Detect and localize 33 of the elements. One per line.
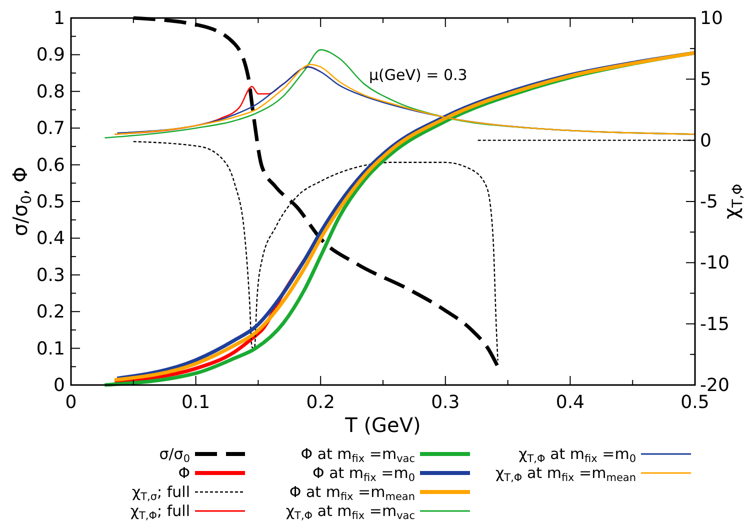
y2-tick-label: 5 — [700, 69, 712, 90]
y2-tick-label: -10 — [700, 252, 730, 274]
y-tick-label: 1 — [54, 8, 65, 29]
legend-label: χ$_{T,Φ}$ at m$_{fix}$ =m$_{vac}$ — [286, 502, 416, 522]
y-tick-label: 0.5 — [36, 192, 65, 212]
legend-label: Φ — [178, 464, 190, 482]
legend-label: χ$_{T,σ}$; full — [132, 483, 190, 503]
x-tick-label: 0.3 — [431, 392, 460, 413]
legend-label: σ/σ$_{0}$ — [159, 445, 190, 465]
y-tick-label: 0 — [54, 375, 65, 396]
x-tick-label: 0.4 — [556, 392, 585, 413]
legend-label: χ$_{T,Φ}$; full — [130, 502, 190, 522]
y-tick-label: 0.9 — [36, 44, 65, 66]
y2-tick-label: -5 — [700, 192, 718, 212]
y2-tick-label: 10 — [700, 8, 723, 29]
legend-label: Φ at m$_{fix}$ =m$_{0}$ — [312, 464, 415, 484]
y-tick-label: 0.8 — [36, 81, 65, 102]
legend-label: Φ at m$_{fix}$ =m$_{mean}$ — [289, 483, 415, 503]
x-axis-title: T (GeV) — [344, 413, 421, 437]
legend-label: χ$_{T,Φ}$ at m$_{fix}$ =m$_{0}$ — [518, 445, 636, 465]
y-tick-label: 0.1 — [36, 338, 65, 360]
y-tick-label: 0.4 — [36, 228, 65, 250]
y-tick-label: 0.3 — [36, 264, 65, 286]
x-tick-label: 0.1 — [181, 392, 210, 413]
legend-label: Φ at m$_{fix}$ =m$_{vac}$ — [300, 445, 416, 465]
y2-tick-label: 0 — [700, 130, 712, 152]
y2-tick-label: -15 — [700, 314, 730, 335]
legend-label: χ$_{T,Φ}$ at m$_{fix}$ =m$_{mean}$ — [496, 464, 636, 484]
y-tick-label: 0.7 — [36, 118, 65, 140]
x-tick-label: 0.2 — [306, 392, 335, 413]
y-tick-label: 0.2 — [36, 302, 65, 323]
annotation: μ(GeV) = 0.3 — [369, 66, 468, 84]
y-tick-label: 0.6 — [36, 154, 65, 176]
